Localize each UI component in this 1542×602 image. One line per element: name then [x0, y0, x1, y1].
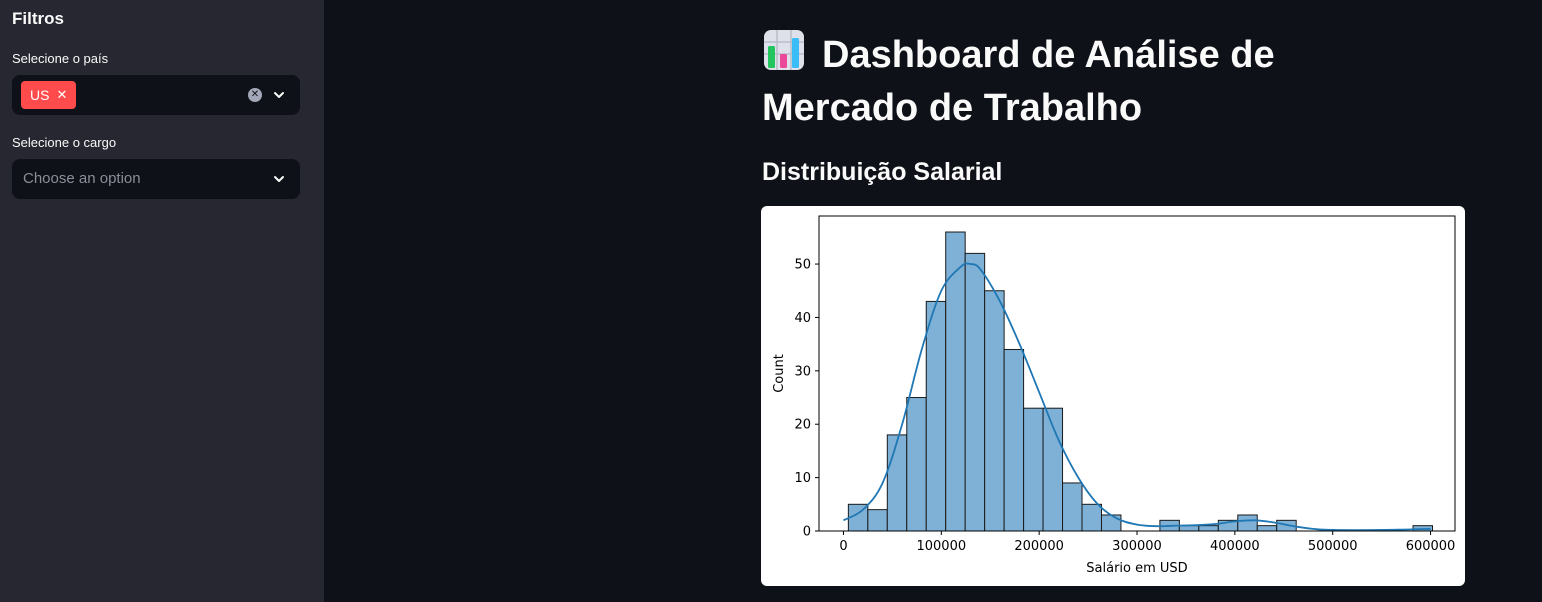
histogram-bar — [1003, 348, 1025, 532]
chevron-down-icon[interactable] — [272, 88, 286, 102]
histogram-bar — [1256, 525, 1278, 532]
clear-selection-icon[interactable]: ✕ — [248, 88, 262, 102]
y-tick-label: 20 — [794, 418, 811, 433]
page-title-text: Dashboard de Análise de Mercado de Traba… — [762, 34, 1275, 129]
histogram-bar — [906, 397, 927, 532]
x-tick-label: 0 — [839, 539, 847, 554]
bar-chart-emoji-icon — [764, 30, 804, 70]
histogram-bar — [925, 300, 947, 532]
y-tick-label: 10 — [794, 471, 811, 486]
histogram-bar — [1023, 407, 1044, 532]
histogram-svg: 0 100000 200000 300000 400000 500000 600000 0 1… — [772, 215, 1456, 576]
country-filter-label: Selecione o país — [12, 51, 109, 66]
y-tick-label: 0 — [803, 525, 811, 540]
histogram-bar — [1062, 482, 1083, 532]
x-tick-label: 400000 — [1210, 539, 1260, 554]
country-multiselect[interactable]: US ✕ ✕ — [12, 75, 300, 115]
role-select[interactable]: Choose an option — [12, 159, 300, 199]
histogram-bar — [1198, 525, 1219, 532]
role-select-placeholder: Choose an option — [23, 170, 141, 187]
histogram-bar — [984, 290, 1005, 532]
x-tick-label: 600000 — [1406, 539, 1456, 554]
x-tick-label: 100000 — [916, 539, 966, 554]
x-tick-label: 200000 — [1014, 539, 1064, 554]
histogram-bar — [964, 252, 986, 532]
page-title: Dashboard de Análise de Mercado de Traba… — [762, 28, 1382, 135]
salary-histogram-chart: 0 100000 200000 300000 400000 500000 600000 0 1… — [761, 206, 1465, 586]
histogram-bar — [1237, 514, 1258, 532]
kde-line — [843, 262, 1431, 531]
histogram-bar — [1100, 514, 1122, 532]
histogram-bar — [1178, 525, 1200, 532]
histogram-bar — [1081, 503, 1102, 532]
histogram-bar — [886, 434, 908, 532]
x-tick-label: 500000 — [1308, 539, 1358, 554]
histogram-bar — [945, 231, 966, 532]
role-filter-label: Selecione o cargo — [12, 135, 117, 150]
y-tick-label: 30 — [794, 364, 811, 379]
selected-country-tag: US ✕ — [21, 81, 77, 109]
remove-tag-icon[interactable]: ✕ — [56, 87, 68, 102]
y-tick-label: 40 — [794, 311, 811, 326]
x-axis-label: Salário em USD — [1086, 561, 1187, 576]
section-title: Distribuição Salarial — [762, 158, 1003, 186]
sidebar-title: Filtros — [12, 9, 64, 28]
sidebar: Filtros Selecione o país US ✕ ✕ Selecion… — [0, 0, 324, 602]
x-tick-label: 300000 — [1112, 539, 1162, 554]
y-axis-label: Count — [772, 354, 787, 393]
y-tick-label: 50 — [794, 258, 811, 273]
selected-country-label: US — [30, 87, 50, 103]
chevron-down-icon[interactable] — [272, 172, 286, 186]
histogram-bar — [867, 509, 888, 532]
